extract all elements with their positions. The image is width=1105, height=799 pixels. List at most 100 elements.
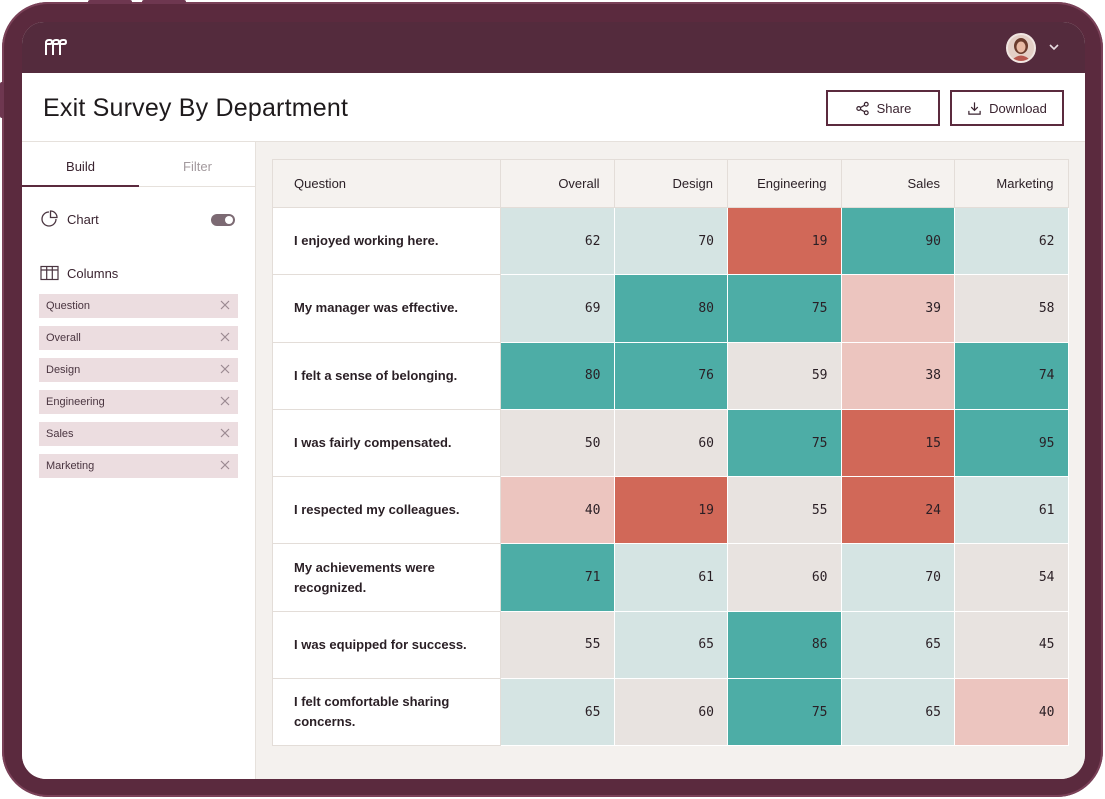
close-icon[interactable]	[220, 460, 230, 470]
page-title: Exit Survey By Department	[43, 94, 349, 122]
score-cell: 65	[841, 611, 955, 680]
heatmap-table: Question Overall Design Engineering Sale…	[272, 159, 1069, 747]
table-row: I felt comfortable sharing concerns. 65 60…	[272, 678, 1069, 747]
column-chip[interactable]: Marketing	[39, 454, 238, 478]
score-cell: 65	[614, 611, 728, 680]
score-cell: 45	[954, 611, 1069, 680]
close-icon[interactable]	[220, 332, 230, 342]
chart-toggle[interactable]	[211, 214, 235, 226]
column-chip[interactable]: Sales	[39, 422, 238, 446]
column-header-engineering[interactable]: Engineering	[727, 159, 842, 208]
close-icon[interactable]	[220, 396, 230, 406]
score-cell: 61	[954, 476, 1069, 545]
columns-label: Columns	[67, 266, 119, 281]
column-chip-label: Sales	[46, 428, 74, 440]
column-header-design[interactable]: Design	[614, 159, 728, 208]
column-chip-label: Engineering	[46, 396, 105, 408]
report-content: Question Overall Design Engineering Sale…	[257, 142, 1085, 779]
question-cell: I was equipped for success.	[272, 611, 501, 680]
column-chip-label: Design	[46, 364, 81, 376]
score-cell: 95	[954, 409, 1069, 478]
score-cell: 71	[500, 543, 615, 612]
score-cell: 65	[841, 678, 955, 747]
score-cell: 76	[614, 342, 728, 410]
score-cell: 19	[727, 207, 842, 276]
share-icon	[855, 101, 869, 115]
score-cell: 75	[727, 678, 842, 747]
score-cell: 38	[841, 342, 955, 410]
score-cell: 69	[500, 274, 615, 343]
table-header-row: Question Overall Design Engineering Sale…	[272, 159, 1069, 208]
table-row: My manager was effective. 69 80 75 39 58	[272, 274, 1069, 343]
chevron-down-icon[interactable]	[1048, 42, 1060, 52]
device-button	[0, 82, 4, 118]
question-cell: My achievements were recognized.	[272, 543, 501, 612]
score-cell: 40	[954, 678, 1069, 747]
score-cell: 80	[614, 274, 728, 343]
download-button[interactable]: Download	[950, 90, 1064, 126]
table-columns-icon	[40, 265, 59, 281]
score-cell: 75	[727, 274, 842, 343]
close-icon[interactable]	[220, 300, 230, 310]
column-chip[interactable]: Overall	[39, 326, 238, 350]
download-label: Download	[989, 100, 1047, 116]
column-header-question[interactable]: Question	[272, 159, 501, 208]
column-header-overall[interactable]: Overall	[500, 159, 615, 208]
table-row: I respected my colleagues. 40 19 55 24 61	[272, 476, 1069, 545]
page-header: Exit Survey By Department Share Download	[22, 73, 1085, 142]
share-label: Share	[876, 100, 912, 116]
question-cell: I was fairly compensated.	[272, 409, 501, 478]
tab-build[interactable]: Build	[66, 159, 95, 174]
score-cell: 80	[500, 342, 615, 410]
brand-logo-icon[interactable]	[44, 39, 68, 57]
table-row: My achievements were recognized. 71 61 60 70…	[272, 543, 1069, 612]
column-chip[interactable]: Question	[39, 294, 238, 318]
score-cell: 55	[727, 476, 842, 545]
table-row: I was equipped for success. 55 65 86 65 45	[272, 611, 1069, 680]
score-cell: 24	[841, 476, 955, 545]
column-chip-label: Overall	[46, 332, 81, 344]
device-button	[88, 0, 132, 4]
tab-filter[interactable]: Filter	[183, 159, 212, 174]
build-sidebar: Build Filter Chart Columns Question	[22, 142, 256, 779]
download-icon	[968, 101, 981, 115]
score-cell: 62	[500, 207, 615, 276]
score-cell: 59	[727, 342, 842, 410]
table-row: I was fairly compensated. 50 60 75 15 95	[272, 409, 1069, 478]
column-header-marketing[interactable]: Marketing	[954, 159, 1069, 208]
score-cell: 40	[500, 476, 615, 545]
score-cell: 39	[841, 274, 955, 343]
top-nav-bar	[22, 22, 1085, 73]
score-cell: 19	[614, 476, 728, 545]
active-tab-indicator	[22, 185, 139, 187]
share-button[interactable]: Share	[826, 90, 940, 126]
user-avatar[interactable]	[1006, 33, 1036, 63]
sidebar-tabs: Build Filter	[22, 142, 256, 187]
score-cell: 65	[500, 678, 615, 747]
score-cell: 75	[727, 409, 842, 478]
column-chip-label: Marketing	[46, 460, 95, 472]
columns-section-header: Columns	[40, 264, 240, 284]
score-cell: 74	[954, 342, 1069, 410]
device-button	[142, 0, 186, 4]
score-cell: 15	[841, 409, 955, 478]
score-cell: 60	[727, 543, 842, 612]
column-chip-list: Question Overall Design Engineering Sale…	[39, 294, 238, 486]
score-cell: 70	[614, 207, 728, 276]
score-cell: 61	[614, 543, 728, 612]
column-chip[interactable]: Design	[39, 358, 238, 382]
score-cell: 90	[841, 207, 955, 276]
app-screen: Exit Survey By Department Share Download…	[22, 22, 1085, 779]
question-cell: I enjoyed working here.	[272, 207, 501, 276]
question-cell: I felt a sense of belonging.	[272, 342, 501, 410]
score-cell: 86	[727, 611, 842, 680]
column-header-sales[interactable]: Sales	[841, 159, 955, 208]
score-cell: 70	[841, 543, 955, 612]
chart-option: Chart	[40, 210, 240, 230]
close-icon[interactable]	[220, 364, 230, 374]
table-row: I felt a sense of belonging. 80 76 59 38 74	[272, 342, 1069, 410]
column-chip[interactable]: Engineering	[39, 390, 238, 414]
close-icon[interactable]	[220, 428, 230, 438]
score-cell: 60	[614, 678, 728, 747]
score-cell: 55	[500, 611, 615, 680]
